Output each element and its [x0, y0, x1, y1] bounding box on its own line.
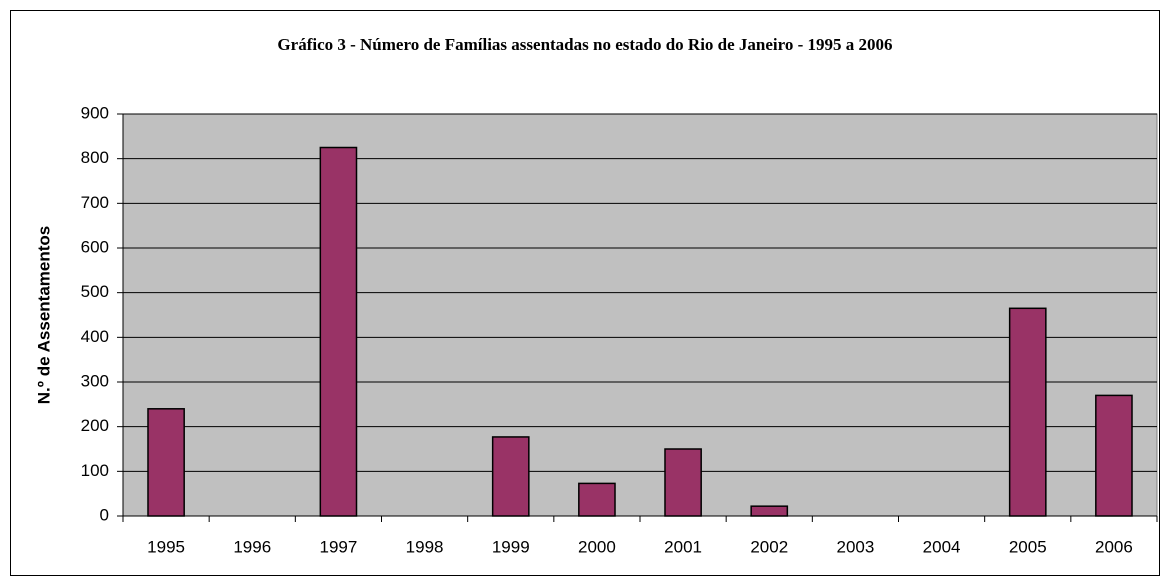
y-tick-label: 100 [81, 461, 109, 480]
x-tick-label: 2006 [1095, 537, 1133, 556]
bar [319, 146, 358, 517]
y-tick-label: 800 [81, 148, 109, 167]
x-tick-label: 2005 [1009, 537, 1047, 556]
y-tick-label: 0 [100, 505, 109, 524]
x-tick-label: 2000 [578, 537, 616, 556]
chart-title: Gráfico 3 - Número de Famílias assentada… [277, 35, 892, 54]
bar [750, 505, 789, 517]
y-tick-label: 500 [81, 282, 109, 301]
y-tick-label: 700 [81, 193, 109, 212]
y-tick-label: 400 [81, 327, 109, 346]
x-tick-label: 2001 [664, 537, 702, 556]
y-tick-label: 300 [81, 371, 109, 390]
bar [664, 448, 702, 517]
bar [147, 408, 185, 517]
x-tick-label: 1996 [233, 537, 271, 556]
bar [1008, 307, 1047, 517]
y-tick-label: 200 [81, 416, 109, 435]
x-tick-label: 1998 [406, 537, 444, 556]
bar [578, 482, 616, 517]
x-tick-label: 1995 [147, 537, 185, 556]
x-tick-label: 2004 [923, 537, 961, 556]
x-tick-label: 2003 [837, 537, 875, 556]
bar [1095, 394, 1133, 517]
x-tick-label: 2002 [750, 537, 788, 556]
plot-area [122, 113, 1158, 517]
y-tick-label: 600 [81, 237, 109, 256]
y-axis-label: N.º de Assentamentos [34, 226, 53, 404]
y-tick-label: 900 [81, 103, 109, 122]
x-tick-label: 1997 [320, 537, 358, 556]
x-tick-label: 1999 [492, 537, 530, 556]
bar [491, 436, 530, 517]
